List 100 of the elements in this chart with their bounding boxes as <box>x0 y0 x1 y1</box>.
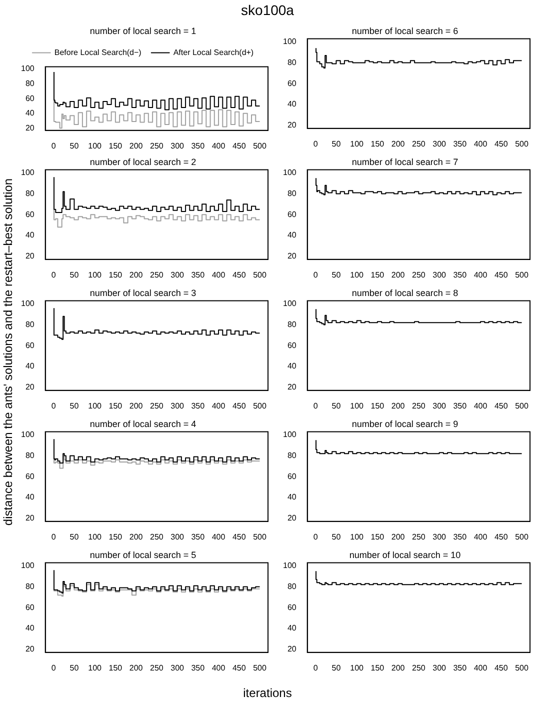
x-tick-label: 400 <box>474 139 488 148</box>
y-tick-label: 40 <box>25 492 35 502</box>
x-tick-label: 50 <box>332 139 342 148</box>
y-tick-label: 20 <box>287 251 297 260</box>
y-tick-label: 80 <box>287 582 297 591</box>
legend-label: After Local Search(d+) <box>173 48 254 58</box>
y-tick-label: 80 <box>25 582 35 591</box>
x-tick-label: 200 <box>391 401 406 410</box>
x-tick-label: 0 <box>51 532 56 542</box>
x-tick-label: 50 <box>332 663 342 672</box>
y-tick-label: 40 <box>287 492 297 502</box>
x-tick-label: 0 <box>313 139 318 148</box>
x-tick-label: 150 <box>370 532 385 542</box>
x-tick-label: 500 <box>253 141 267 150</box>
x-tick-label: 400 <box>212 270 226 280</box>
x-tick-label: 300 <box>170 663 185 672</box>
y-tick-label: 100 <box>20 64 35 74</box>
x-tick-label: 500 <box>515 663 529 672</box>
x-tick-label: 400 <box>212 141 226 150</box>
x-tick-label: 200 <box>129 270 144 280</box>
y-tick-label: 60 <box>25 94 35 103</box>
y-tick-label: 100 <box>20 299 35 308</box>
y-tick-label: 20 <box>25 513 35 522</box>
y-tick-label: 40 <box>287 362 297 371</box>
x-tick-label: 450 <box>494 139 508 148</box>
x-tick-label: 100 <box>350 663 364 672</box>
y-tick-label: 40 <box>25 362 35 371</box>
x-tick-label: 350 <box>191 141 206 150</box>
x-tick-label: 450 <box>494 270 508 280</box>
y-tick-label: 40 <box>25 108 35 118</box>
x-tick-label: 350 <box>453 139 468 148</box>
y-tick-label: 20 <box>25 382 35 392</box>
chart-title: number of local search = 1 <box>90 26 196 36</box>
x-tick-label: 150 <box>370 663 385 672</box>
y-tick-label: 100 <box>282 299 297 308</box>
x-tick-label: 250 <box>150 401 164 410</box>
x-tick-label: 250 <box>412 270 426 280</box>
x-tick-label: 200 <box>129 532 144 542</box>
y-tick-label: 20 <box>287 513 297 522</box>
y-tick-label: 80 <box>25 79 35 88</box>
y-tick-label: 100 <box>282 37 297 46</box>
x-tick-label: 300 <box>170 270 185 280</box>
y-tick-label: 60 <box>287 472 297 481</box>
x-tick-label: 450 <box>494 532 508 542</box>
x-tick-label: 300 <box>432 663 447 672</box>
x-tick-label: 500 <box>253 532 267 542</box>
x-tick-label: 400 <box>474 532 488 542</box>
y-tick-label: 100 <box>282 168 297 178</box>
text: sko100a <box>240 2 295 18</box>
x-tick-label: 100 <box>350 270 364 280</box>
x-tick-label: 250 <box>412 663 426 672</box>
y-tick-label: 40 <box>25 624 35 633</box>
x-tick-label: 500 <box>253 401 267 410</box>
chart-title: number of local search = 7 <box>352 156 458 167</box>
y-tick-label: 80 <box>25 188 35 198</box>
x-tick-label: 200 <box>391 139 406 148</box>
x-tick-label: 350 <box>191 401 206 410</box>
x-tick-label: 350 <box>453 401 468 410</box>
x-tick-label: 250 <box>150 663 164 672</box>
x-tick-label: 300 <box>170 401 185 410</box>
x-tick-label: 150 <box>370 401 385 410</box>
x-tick-label: 250 <box>150 532 164 542</box>
y-tick-label: 80 <box>287 58 297 67</box>
x-tick-label: 0 <box>313 401 318 410</box>
y-tick-label: 100 <box>20 168 35 178</box>
y-tick-label: 60 <box>287 602 297 612</box>
x-tick-label: 250 <box>412 139 426 148</box>
y-tick-label: 80 <box>287 188 297 198</box>
x-tick-label: 100 <box>88 663 102 672</box>
x-tick-label: 450 <box>232 663 246 672</box>
x-tick-label: 0 <box>313 532 318 542</box>
x-tick-label: 450 <box>232 532 246 542</box>
x-tick-label: 100 <box>88 532 102 542</box>
y-tick-label: 20 <box>25 644 35 654</box>
x-tick-label: 450 <box>232 401 246 410</box>
y-tick-label: 80 <box>25 450 35 460</box>
chart-title: number of local search = 2 <box>90 156 196 167</box>
x-tick-label: 300 <box>170 141 185 150</box>
x-tick-label: 400 <box>474 270 488 280</box>
x-tick-label: 50 <box>70 270 80 280</box>
x-tick-label: 200 <box>129 141 144 150</box>
x-tick-label: 450 <box>232 270 246 280</box>
y-tick-label: 60 <box>25 210 35 219</box>
y-tick-label: 20 <box>287 644 297 654</box>
y-tick-label: 20 <box>25 123 35 132</box>
x-tick-label: 0 <box>51 141 56 150</box>
x-tick-label: 50 <box>70 401 80 410</box>
x-tick-label: 200 <box>391 532 406 542</box>
x-tick-label: 100 <box>88 270 102 280</box>
chart-title: number of local search = 6 <box>352 26 458 36</box>
x-tick-label: 350 <box>453 532 468 542</box>
x-tick-label: 50 <box>70 663 80 672</box>
x-tick-label: 500 <box>515 401 529 410</box>
x-tick-label: 150 <box>370 270 385 280</box>
x-tick-label: 200 <box>129 663 144 672</box>
x-tick-label: 150 <box>108 401 123 410</box>
x-tick-label: 400 <box>212 663 226 672</box>
chart-title: number of local search = 8 <box>352 288 458 298</box>
y-tick-label: 100 <box>20 430 35 440</box>
x-tick-label: 100 <box>350 401 364 410</box>
